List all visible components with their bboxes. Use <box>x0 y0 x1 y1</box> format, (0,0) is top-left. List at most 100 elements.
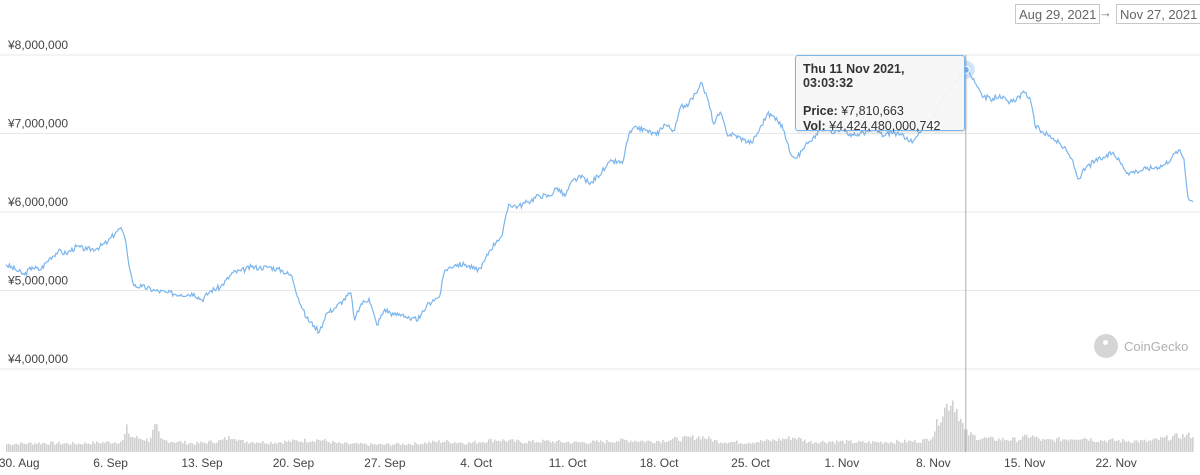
volume-bar <box>1060 441 1062 452</box>
volume-bar <box>394 444 396 452</box>
volume-bar <box>694 440 696 452</box>
volume-bar <box>674 437 676 452</box>
volume-bar <box>336 443 338 452</box>
volume-bar <box>754 443 756 452</box>
volume-bar <box>544 440 546 452</box>
volume-bar <box>686 436 688 452</box>
price-series-line[interactable] <box>5 67 1194 335</box>
volume-bar <box>794 437 796 452</box>
volume-bar <box>1086 439 1088 452</box>
y-axis-labels: ¥4,000,000 ¥5,000,000 ¥6,000,000 ¥7,000,000… <box>7 38 68 366</box>
volume-bar <box>396 442 398 452</box>
volume-bar <box>646 440 648 452</box>
volume-bar <box>804 439 806 452</box>
volume-bar <box>490 438 492 452</box>
x-tick-label: 4. Oct <box>460 456 493 470</box>
volume-bar <box>318 439 320 452</box>
volume-bar <box>332 440 334 452</box>
volume-bar <box>498 440 500 452</box>
range-start-input[interactable]: Aug 29, 2021 <box>1015 4 1101 24</box>
volume-bar <box>800 438 802 452</box>
x-tick-label: 1. Nov <box>825 456 860 470</box>
volume-bar <box>208 440 210 452</box>
volume-bar <box>932 436 934 452</box>
volume-bar <box>34 443 36 452</box>
volume-bar <box>940 422 942 452</box>
volume-bar <box>1160 437 1162 452</box>
volume-bar <box>456 443 458 452</box>
volume-bar <box>610 442 612 452</box>
volume-bar <box>1054 442 1056 452</box>
volume-bar <box>598 442 600 452</box>
range-end-input[interactable]: Nov 27, 2021 <box>1116 4 1200 24</box>
volume-bar <box>1016 442 1018 452</box>
volume-bar <box>972 434 974 452</box>
volume-bar <box>472 442 474 452</box>
volume-bar <box>1164 437 1166 452</box>
volume-bar <box>830 441 832 452</box>
volume-bar <box>558 439 560 452</box>
volume-bar <box>954 412 956 452</box>
volume-bar <box>328 441 330 452</box>
volume-bar <box>856 442 858 452</box>
volume-bar <box>930 439 932 452</box>
volume-bar <box>248 443 250 452</box>
volume-bar <box>200 441 202 452</box>
volume-bar <box>278 442 280 452</box>
volume-bar <box>896 439 898 452</box>
volume-bar <box>562 442 564 452</box>
volume-bar <box>274 442 276 452</box>
volume-bar <box>238 439 240 452</box>
volume-bar <box>596 440 598 452</box>
volume-bar <box>88 443 90 452</box>
volume-bar <box>480 442 482 452</box>
volume-bar <box>846 439 848 452</box>
volume-bar <box>984 437 986 452</box>
volume-bar <box>136 435 138 452</box>
volume-bar <box>98 442 100 452</box>
volume-bar <box>1126 442 1128 452</box>
volume-bar <box>428 441 430 452</box>
volume-bar <box>664 442 666 452</box>
volume-bar <box>1096 441 1098 452</box>
volume-bar <box>150 437 152 452</box>
volume-bar <box>452 443 454 452</box>
volume-bar <box>470 442 472 452</box>
volume-bar <box>258 443 260 452</box>
x-axis-labels: 30. Aug 6. Sep 13. Sep 20. Sep 27. Sep 4. Oct… <box>0 456 1137 470</box>
tooltip-price-value: ¥7,810,663 <box>841 104 904 118</box>
range-arrow-icon: → <box>1099 5 1112 20</box>
volume-bar <box>444 441 446 452</box>
volume-bar <box>1136 440 1138 452</box>
volume-bar <box>36 444 38 452</box>
volume-bar <box>924 438 926 452</box>
volume-bar <box>632 442 634 452</box>
volume-bar <box>688 436 690 452</box>
x-tick-label: 22. Nov <box>1095 456 1136 470</box>
volume-bar <box>612 442 614 452</box>
volume-bar <box>574 441 576 452</box>
volume-bar <box>892 442 894 452</box>
volume-bar <box>936 418 938 452</box>
volume-bar <box>360 442 362 452</box>
volume-bar <box>196 441 198 452</box>
volume-bar <box>48 444 50 452</box>
volume-bar <box>72 441 74 452</box>
volume-bar <box>986 438 988 452</box>
volume-bar <box>314 442 316 452</box>
volume-bar <box>1034 437 1036 452</box>
volume-bar <box>836 440 838 452</box>
volume-bar <box>590 442 592 452</box>
volume-bar <box>874 441 876 452</box>
volume-bar <box>198 443 200 452</box>
volume-bar <box>254 443 256 452</box>
volume-bar <box>588 443 590 452</box>
volume-bar <box>826 443 828 452</box>
volume-bar <box>868 441 870 452</box>
volume-bar <box>858 440 860 452</box>
volume-bar <box>54 444 56 452</box>
volume-bar <box>374 444 376 452</box>
volume-bar <box>884 442 886 452</box>
volume-bar <box>834 443 836 452</box>
